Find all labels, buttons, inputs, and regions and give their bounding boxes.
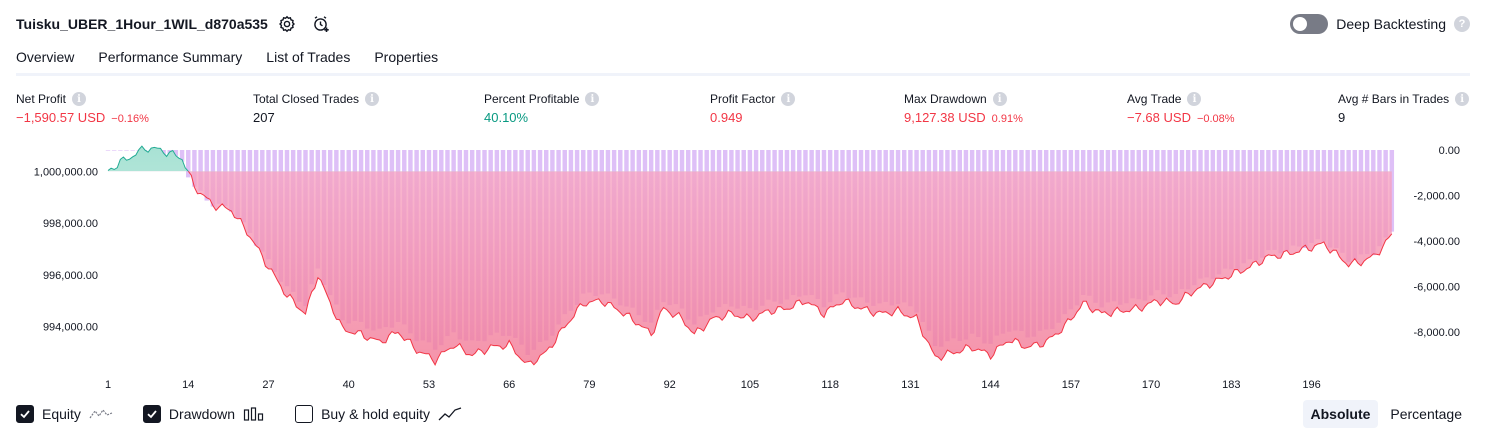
equity-checkbox[interactable] xyxy=(16,405,34,423)
info-icon[interactable]: i xyxy=(585,92,599,106)
drawdown-bars-icon xyxy=(243,406,265,422)
x-axis-tick-label: 40 xyxy=(343,379,355,391)
left-axis-tick-label: 996,000.00 xyxy=(43,270,98,282)
tab-list-of-trades[interactable]: List of Trades xyxy=(266,46,350,76)
metric-value: −7.68 USD xyxy=(1127,110,1191,125)
info-icon[interactable]: i xyxy=(1187,92,1201,106)
legend-label: Buy & hold equity xyxy=(321,406,430,422)
metric-label: Profit Factor xyxy=(710,92,775,106)
right-axis-tick-label: -6,000.00 xyxy=(1414,282,1460,294)
metric-total-closed-trades: Total Closed Trades i 207 xyxy=(253,92,379,125)
metric-sub-value: −0.08% xyxy=(1197,113,1235,125)
metric-value: 207 xyxy=(253,110,275,125)
left-axis-tick-label: 998,000.00 xyxy=(43,218,98,230)
metric-value: 9 xyxy=(1338,110,1345,125)
legend-equity[interactable]: Equity xyxy=(16,405,113,423)
report-header: Tuisku_UBER_1Hour_1WIL_d870a535 Deep Bac… xyxy=(0,0,1486,48)
x-axis: 1 14 27 40 53 66 79 92 105 118 131 144 157 170 183 196 xyxy=(105,379,1321,391)
metric-label: Net Profit xyxy=(16,92,66,106)
metric-label: Max Drawdown xyxy=(904,92,987,106)
metric-value: 9,127.38 USD xyxy=(904,110,986,125)
help-icon[interactable]: ? xyxy=(1454,16,1470,32)
x-axis-tick-label: 170 xyxy=(1142,379,1160,391)
left-axis: 1,000,000.00 998,000.00 996,000.00 994,000.… xyxy=(34,166,98,333)
info-icon[interactable]: i xyxy=(72,92,86,106)
buy-hold-line-icon xyxy=(438,406,462,422)
legend-drawdown[interactable]: Drawdown xyxy=(143,405,265,423)
deep-backtesting-toggle[interactable] xyxy=(1290,14,1328,34)
metric-net-profit: Net Profit i −1,590.57 USD −0.16% xyxy=(16,92,149,125)
tab-performance-summary[interactable]: Performance Summary xyxy=(98,46,242,76)
deep-backtesting-control: Deep Backtesting ? xyxy=(1290,13,1470,35)
right-axis-tick-label: -4,000.00 xyxy=(1414,236,1460,248)
x-axis-tick-label: 118 xyxy=(821,379,839,391)
x-axis-tick-label: 105 xyxy=(741,379,759,391)
left-axis-tick-label: 1,000,000.00 xyxy=(34,166,98,178)
metric-value: 40.10% xyxy=(484,110,528,125)
x-axis-tick-label: 14 xyxy=(182,379,194,391)
drawdown-checkbox[interactable] xyxy=(143,405,161,423)
info-icon[interactable]: i xyxy=(365,92,379,106)
absolute-button[interactable]: Absolute xyxy=(1303,400,1379,428)
metric-avg-bars-in-trades: Avg # Bars in Trades i 9 xyxy=(1338,92,1469,125)
x-axis-tick-label: 196 xyxy=(1302,379,1320,391)
metric-sub-value: 0.91% xyxy=(992,113,1023,125)
tab-overview[interactable]: Overview xyxy=(16,46,74,76)
metric-label: Avg Trade xyxy=(1127,92,1181,106)
info-icon[interactable]: i xyxy=(781,92,795,106)
metric-value: −1,590.57 USD xyxy=(16,110,105,125)
drawdown-bar xyxy=(118,150,122,151)
legend-label: Drawdown xyxy=(169,406,235,422)
drawdown-bar xyxy=(130,150,134,151)
metric-sub-value: −0.16% xyxy=(111,113,149,125)
buy-hold-checkbox[interactable] xyxy=(295,405,313,423)
x-axis-tick-label: 183 xyxy=(1222,379,1240,391)
report-tabs: Overview Performance Summary List of Tra… xyxy=(16,46,438,76)
metric-profit-factor: Profit Factor i 0.949 xyxy=(710,92,795,125)
x-axis-tick-label: 144 xyxy=(981,379,999,391)
equity-area xyxy=(108,146,1392,365)
x-axis-tick-label: 92 xyxy=(664,379,676,391)
x-axis-tick-label: 1 xyxy=(105,379,111,391)
value-mode-switch: Absolute Percentage xyxy=(1303,400,1471,428)
chart-legend: Equity Drawdown Buy & hold equity xyxy=(16,403,462,425)
info-icon[interactable]: i xyxy=(1455,92,1469,106)
x-axis-tick-label: 53 xyxy=(423,379,435,391)
tab-properties[interactable]: Properties xyxy=(374,46,438,76)
metric-label: Avg # Bars in Trades xyxy=(1338,92,1449,106)
metric-max-drawdown: Max Drawdown i 9,127.38 USD 0.91% xyxy=(904,92,1023,125)
metrics-row: Net Profit i −1,590.57 USD −0.16% Total Cl… xyxy=(0,92,1486,132)
info-icon[interactable]: i xyxy=(993,92,1007,106)
equity-drawdown-chart[interactable]: 1,000,000.00 998,000.00 996,000.00 994,000.… xyxy=(0,140,1486,395)
x-axis-tick-label: 27 xyxy=(262,379,274,391)
equity-loss-area xyxy=(108,146,1392,365)
drawdown-bar xyxy=(106,150,110,151)
drawdown-bar xyxy=(124,150,128,151)
right-axis-tick-label: 0.00 xyxy=(1439,145,1460,157)
metric-label: Total Closed Trades xyxy=(253,92,359,106)
left-axis-tick-label: 994,000.00 xyxy=(43,322,98,334)
strategy-title: Tuisku_UBER_1Hour_1WIL_d870a535 xyxy=(16,16,268,32)
equity-line-icon xyxy=(89,406,113,422)
percentage-button[interactable]: Percentage xyxy=(1382,400,1470,428)
metric-avg-trade: Avg Trade i −7.68 USD −0.08% xyxy=(1127,92,1235,125)
right-axis-tick-label: -8,000.00 xyxy=(1414,327,1460,339)
right-axis-tick-label: -2,000.00 xyxy=(1414,191,1460,203)
metric-label: Percent Profitable xyxy=(484,92,579,106)
drawdown-bar xyxy=(112,150,116,151)
gear-icon[interactable] xyxy=(276,13,298,35)
x-axis-tick-label: 131 xyxy=(901,379,919,391)
metric-percent-profitable: Percent Profitable i 40.10% xyxy=(484,92,599,125)
legend-buy-hold-equity[interactable]: Buy & hold equity xyxy=(295,405,462,423)
right-axis: 0.00 -2,000.00 -4,000.00 -6,000.00 -8,000.00 xyxy=(1414,145,1460,339)
tabs-divider xyxy=(16,73,1470,76)
x-axis-tick-label: 66 xyxy=(503,379,515,391)
legend-label: Equity xyxy=(42,406,81,422)
x-axis-tick-label: 157 xyxy=(1062,379,1080,391)
alarm-clock-add-icon[interactable] xyxy=(310,13,332,35)
deep-backtesting-label: Deep Backtesting xyxy=(1336,16,1446,32)
metric-value: 0.949 xyxy=(710,110,743,125)
x-axis-tick-label: 79 xyxy=(583,379,595,391)
